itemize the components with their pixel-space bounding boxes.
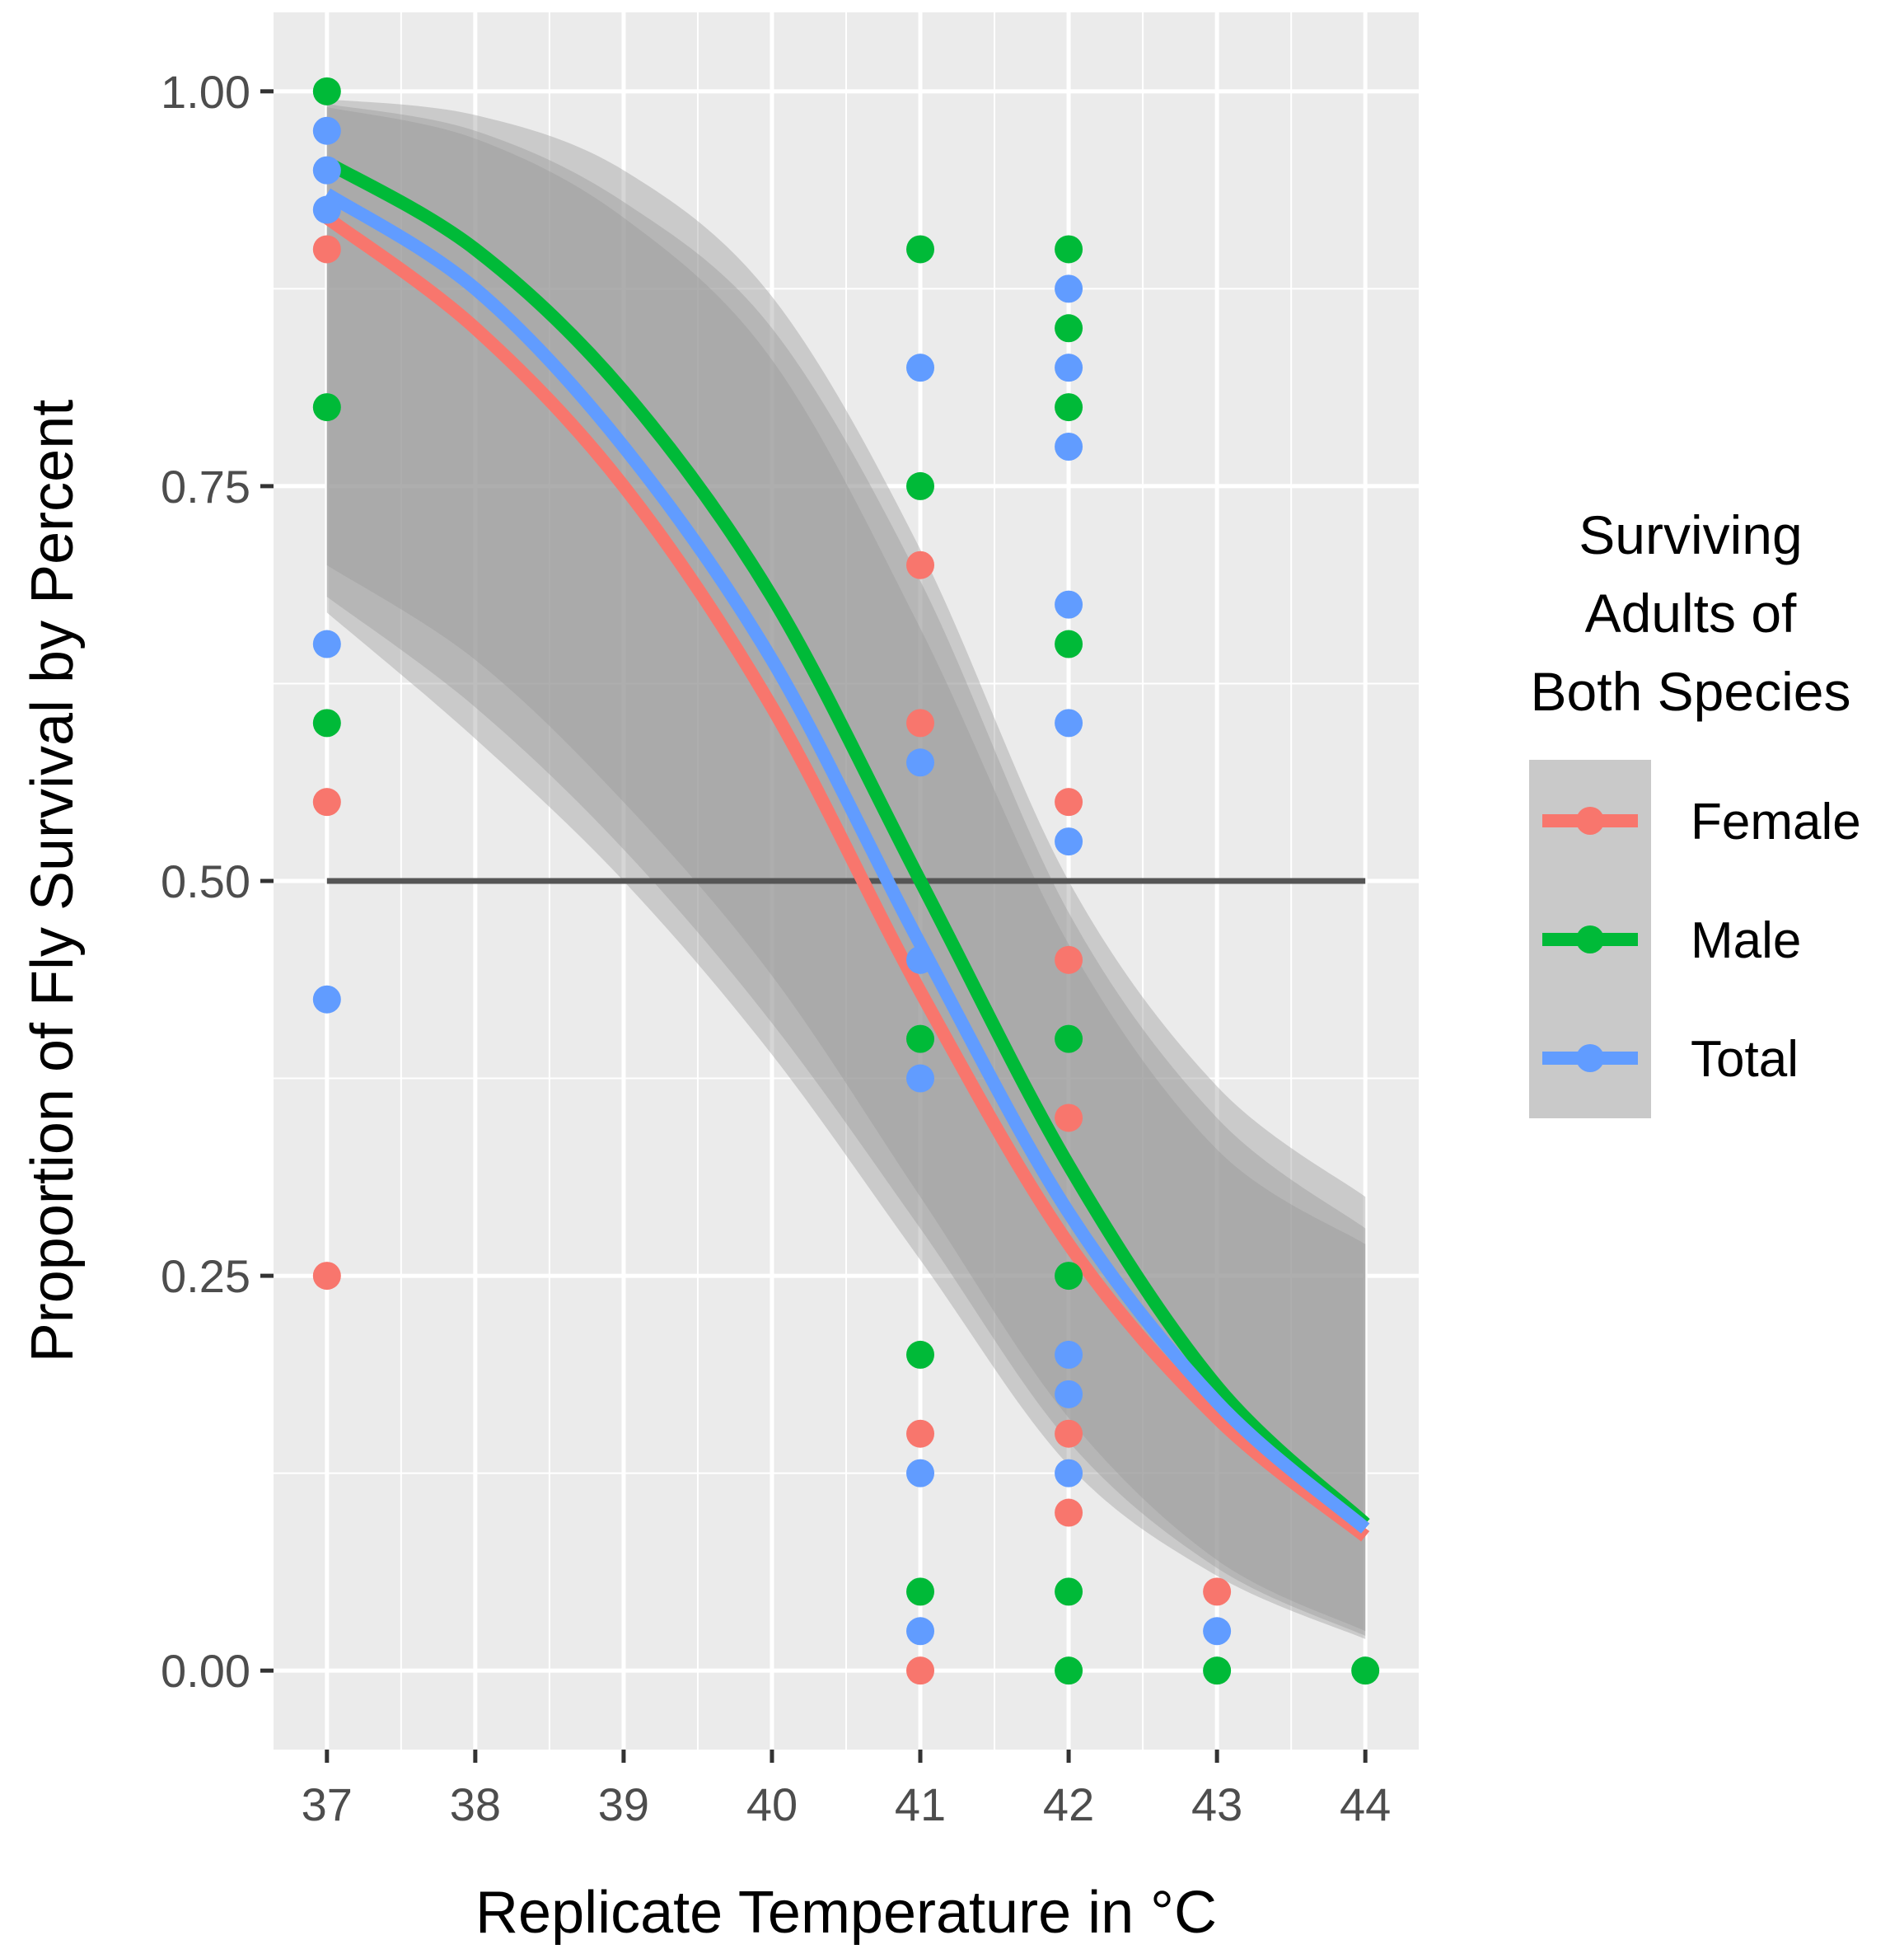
data-point-female	[1055, 1419, 1083, 1448]
data-point-male	[1055, 1262, 1083, 1291]
data-point-male	[312, 709, 341, 738]
legend-title-line-1: Surviving	[1579, 504, 1802, 565]
ci-ribbon-male	[326, 99, 1366, 1632]
data-point-female	[1055, 1103, 1083, 1132]
data-point-male	[1055, 1656, 1083, 1685]
data-point-female	[906, 1656, 935, 1685]
data-point-female	[1055, 1498, 1083, 1527]
data-point-female	[1055, 945, 1083, 974]
fit-line-female	[323, 212, 1370, 1542]
data-point-total	[1203, 1617, 1232, 1646]
data-point-male	[312, 77, 341, 105]
data-point-total	[1055, 1380, 1083, 1408]
data-point-male	[906, 235, 935, 264]
data-point-total	[906, 1459, 935, 1488]
y-tick-label: 1.00	[161, 66, 250, 118]
x-tick-label: 44	[1340, 1778, 1391, 1830]
data-point-female	[906, 1419, 935, 1448]
x-tick-label: 43	[1191, 1778, 1242, 1830]
data-point-male	[1055, 314, 1083, 343]
data-point-male	[1055, 1577, 1083, 1606]
x-tick-label: 38	[450, 1778, 501, 1830]
data-point-total	[1055, 827, 1083, 856]
data-point-total	[906, 354, 935, 382]
data-point-total	[1055, 274, 1083, 303]
x-axis-title: Replicate Temperature in °C	[475, 1880, 1217, 1946]
legend-item-male: Male	[1542, 912, 1801, 969]
data-point-female	[1203, 1577, 1232, 1606]
data-point-female	[312, 788, 341, 817]
data-point-total	[312, 156, 341, 185]
y-tick-label: 0.75	[161, 461, 250, 513]
data-point-total	[312, 116, 341, 145]
data-point-male	[906, 1577, 935, 1606]
y-tick-label: 0.25	[161, 1250, 250, 1302]
x-tick-label: 37	[302, 1778, 353, 1830]
data-point-total	[312, 630, 341, 658]
data-point-male	[312, 393, 341, 422]
legend-items: Female Male Total	[1542, 794, 1861, 1088]
legend-label: Total	[1691, 1031, 1799, 1088]
data-point-male	[1055, 393, 1083, 422]
data-points	[312, 77, 1380, 1685]
x-tick-label: 42	[1043, 1778, 1094, 1830]
y-tick-label: 0.00	[161, 1645, 250, 1697]
legend-label: Male	[1691, 912, 1801, 969]
fit-lines	[323, 157, 1370, 1542]
legend-label: Female	[1691, 794, 1861, 850]
x-tick-label: 41	[895, 1778, 946, 1830]
x-tick-label: 40	[746, 1778, 798, 1830]
legend-item-female: Female	[1542, 794, 1861, 850]
data-point-female	[906, 550, 935, 579]
data-point-total	[906, 1617, 935, 1646]
data-point-male	[1055, 630, 1083, 658]
legend: Surviving Adults of Both Species Female M…	[1529, 504, 1861, 1118]
y-axis-title: Proportion of Fly Survival by Percent	[20, 400, 86, 1363]
data-point-female	[906, 709, 935, 738]
data-point-male	[906, 1024, 935, 1053]
data-point-total	[1055, 1340, 1083, 1369]
data-point-total	[312, 985, 341, 1014]
ci-ribbon-total	[326, 104, 1366, 1637]
data-point-total	[1055, 354, 1083, 382]
data-point-total	[1055, 590, 1083, 619]
data-point-male	[906, 471, 935, 500]
data-point-male	[1351, 1656, 1380, 1685]
fit-line-male	[323, 157, 1370, 1529]
axes: 0.00 0.25 0.50 0.75 1.00 37 38 39 40 41 42 43 44	[161, 66, 1391, 1830]
y-tick-label: 0.50	[161, 855, 250, 907]
data-point-male	[906, 1340, 935, 1369]
legend-key-point	[1576, 925, 1604, 953]
data-point-total	[1055, 433, 1083, 461]
fit-line-total	[323, 188, 1370, 1534]
data-point-female	[312, 235, 341, 264]
data-point-total	[1055, 1459, 1083, 1488]
data-point-male	[1055, 235, 1083, 264]
data-point-total	[906, 945, 935, 974]
x-tick-label: 39	[598, 1778, 649, 1830]
data-point-male	[1203, 1656, 1232, 1685]
data-point-male	[1055, 1024, 1083, 1053]
data-point-total	[906, 1064, 935, 1093]
data-point-total	[1055, 709, 1083, 738]
legend-title-line-2: Adults of	[1585, 583, 1797, 644]
legend-item-total: Total	[1542, 1031, 1799, 1088]
legend-key-point	[1576, 1044, 1604, 1072]
legend-title-line-3: Both Species	[1531, 661, 1851, 722]
data-point-total	[312, 195, 341, 224]
data-point-female	[312, 1262, 341, 1291]
data-point-female	[1055, 788, 1083, 817]
data-point-total	[906, 748, 935, 777]
legend-key-point	[1576, 807, 1604, 835]
